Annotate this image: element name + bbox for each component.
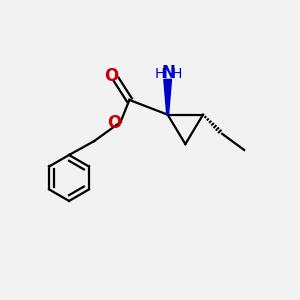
Text: N: N [161,64,175,82]
Polygon shape [164,79,172,115]
Text: H: H [172,67,182,81]
Text: O: O [104,67,118,85]
Text: H: H [154,67,165,81]
Text: O: O [107,115,121,133]
